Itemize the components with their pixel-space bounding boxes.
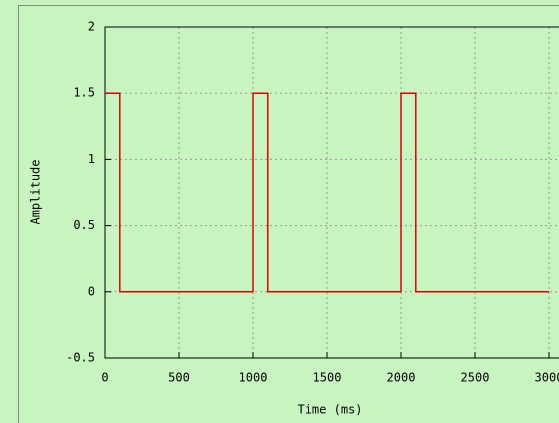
x-tick-label: 0 <box>101 371 108 385</box>
series-line <box>105 92 549 293</box>
panel <box>18 5 559 423</box>
x-tick-label: 1000 <box>239 371 268 385</box>
x-tick-label: 2000 <box>387 371 416 385</box>
x-tick-label: 1500 <box>313 371 342 385</box>
x-tick-label: 2500 <box>461 371 490 385</box>
y-tick-label: 0 <box>88 284 95 298</box>
x-tick-label: 500 <box>168 371 190 385</box>
plot-frame <box>104 26 559 359</box>
y-tick-label: 0.5 <box>73 218 95 232</box>
y-axis-label: Amplitude <box>29 159 43 224</box>
x-axis-label: Time (ms) <box>297 403 362 417</box>
y-tick-label: 1 <box>88 152 95 166</box>
y-tick-label: 1.5 <box>73 86 95 100</box>
x-tick-label: 3000 <box>535 371 559 385</box>
y-tick-label: -0.5 <box>66 351 95 365</box>
y-tick-label: 2 <box>88 20 95 34</box>
